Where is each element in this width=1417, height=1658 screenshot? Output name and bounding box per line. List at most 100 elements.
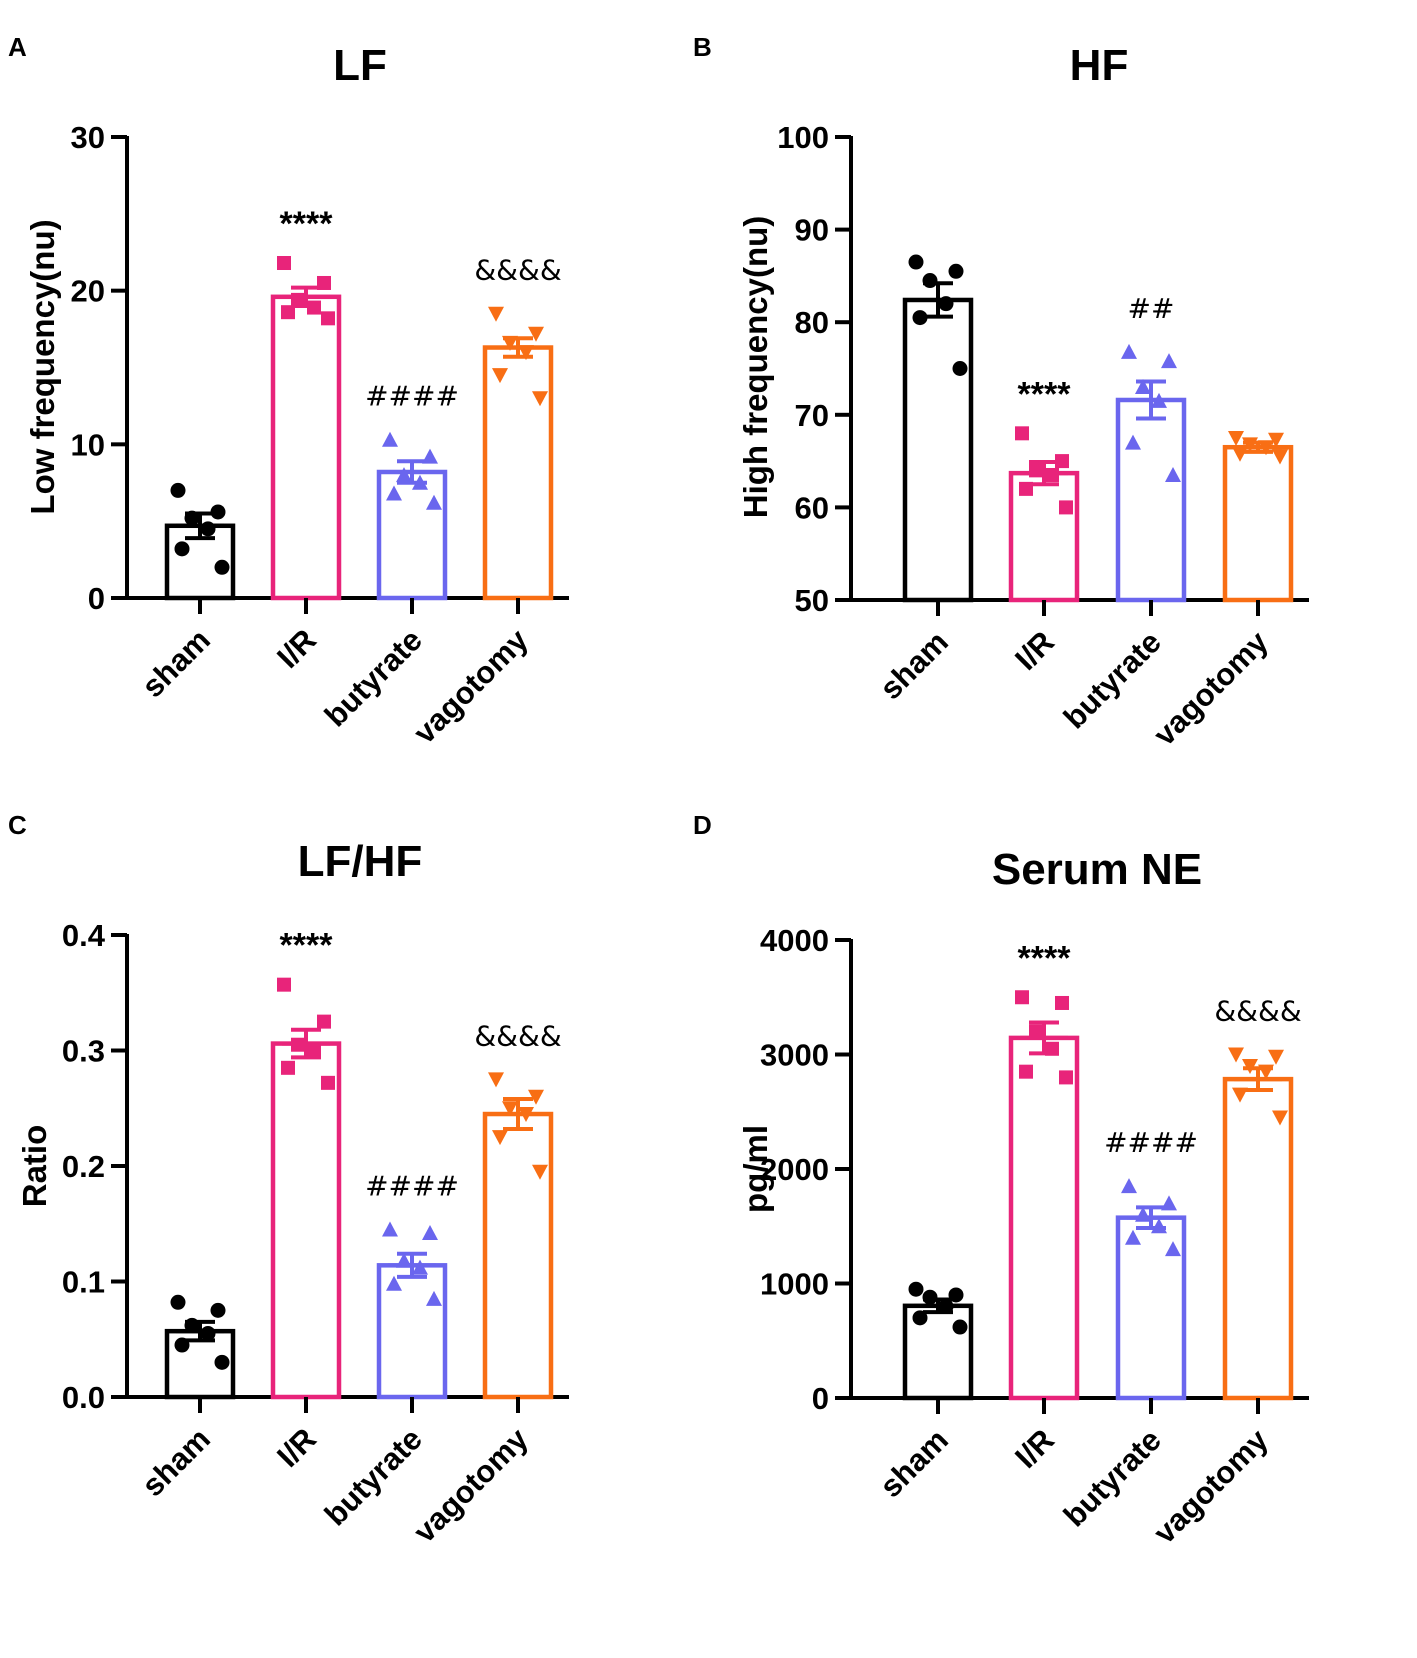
data-point <box>1019 481 1033 496</box>
data-point <box>184 510 200 526</box>
chart-title: LF/HF <box>298 837 423 886</box>
y-axis-label: High frequency(nu) <box>737 216 774 519</box>
data-point <box>1029 1024 1043 1039</box>
data-point <box>1232 1087 1248 1103</box>
data-point <box>1029 463 1043 478</box>
significance-label: #### <box>365 1170 459 1203</box>
bar-sham <box>902 297 974 603</box>
data-point <box>277 256 291 271</box>
y-tick-label: 0.1 <box>62 1265 105 1300</box>
data-point <box>200 1325 216 1341</box>
data-point <box>277 977 291 992</box>
bar-ir <box>1008 1035 1080 1401</box>
data-point <box>214 559 230 575</box>
data-point <box>502 1101 518 1117</box>
data-point <box>492 368 508 384</box>
y-tick-label: 30 <box>71 120 105 155</box>
significance-label: **** <box>1018 375 1072 413</box>
data-point <box>1045 1041 1059 1056</box>
data-point <box>1121 343 1137 359</box>
data-point <box>952 1319 968 1335</box>
y-tick-label: 0 <box>88 581 105 616</box>
data-point <box>1045 467 1059 482</box>
y-axis-label: Ratio <box>16 1125 53 1208</box>
data-point <box>200 521 216 537</box>
bar-butyrate <box>376 1263 448 1400</box>
data-point <box>1258 1064 1274 1080</box>
y-axis-label: pg/ml <box>737 1125 774 1213</box>
x-category-label: butyrate <box>318 1421 429 1532</box>
data-point <box>922 1289 938 1305</box>
significance-label: ## <box>1128 292 1175 325</box>
x-category-label: I/R <box>1008 1422 1061 1475</box>
data-point <box>382 1221 398 1237</box>
data-point <box>170 1294 186 1310</box>
x-category-label: I/R <box>270 622 323 675</box>
data-point <box>386 1275 402 1291</box>
y-tick-label: 100 <box>777 120 829 155</box>
data-point <box>1268 1049 1284 1065</box>
data-point <box>1151 392 1167 408</box>
x-category-label: butyrate <box>318 622 429 733</box>
data-point <box>528 326 544 342</box>
data-point <box>1015 426 1029 441</box>
data-point <box>1135 1206 1151 1222</box>
y-tick-label: 2000 <box>760 1152 829 1187</box>
data-point <box>184 1317 200 1333</box>
x-category-label: butyrate <box>1057 624 1168 735</box>
panel-letter: B <box>693 32 712 62</box>
y-tick-label: 80 <box>795 305 829 340</box>
x-category-label: vagotomy <box>1147 1422 1276 1551</box>
data-point <box>396 1252 412 1268</box>
data-point <box>908 254 924 270</box>
data-point <box>1242 437 1258 453</box>
data-point <box>1268 432 1284 448</box>
significance-label: #### <box>1104 1126 1198 1159</box>
bar-ir <box>270 1041 342 1400</box>
panel-letter: C <box>8 810 27 840</box>
panel-A: A LF 0 10 20 30 Low frequency(nu) sham I/R ****… <box>0 0 700 820</box>
y-tick-label: 3000 <box>760 1038 829 1073</box>
y-tick-label: 90 <box>795 213 829 248</box>
data-point <box>532 1164 548 1180</box>
data-point <box>1151 1218 1167 1234</box>
data-point <box>396 467 412 483</box>
panel-D: D Serum NE 0 1000 2000 3000 4000 pg/ml sham I/R… <box>693 810 1415 1640</box>
data-point <box>912 310 928 326</box>
chart-title: Serum NE <box>992 845 1202 894</box>
significance-label: **** <box>280 927 334 965</box>
data-point <box>1272 1110 1288 1126</box>
y-tick-label: 20 <box>71 274 105 309</box>
y-tick-label: 4000 <box>760 923 829 958</box>
y-tick-label: 0.0 <box>62 1380 105 1415</box>
data-point <box>1161 1195 1177 1211</box>
data-point <box>321 1075 335 1090</box>
chart-serum-ne: D Serum NE 0 1000 2000 3000 4000 pg/ml sham I/R… <box>693 810 1309 1551</box>
data-point <box>488 1072 504 1088</box>
significance-label: **** <box>1018 939 1072 977</box>
data-point <box>170 482 186 498</box>
panel-letter: D <box>693 810 712 840</box>
bar-vagotomy <box>1222 1076 1294 1401</box>
panel-C: C LF/HF 0.0 0.1 0.2 0.3 0.4 Ratio sham I/R **** b… <box>0 810 700 1640</box>
data-point <box>307 1043 321 1058</box>
x-category-label: sham <box>135 622 217 704</box>
bar-vagotomy <box>482 1111 554 1400</box>
y-tick-label: 70 <box>795 398 829 433</box>
significance-label: &&&& <box>474 1019 561 1052</box>
data-point <box>1121 1178 1137 1194</box>
data-point <box>952 361 968 376</box>
data-point <box>1228 430 1244 446</box>
y-tick-label: 0.3 <box>62 1034 105 1069</box>
data-point <box>307 300 321 315</box>
data-point <box>281 1060 295 1075</box>
x-category-label: vagotomy <box>407 622 536 751</box>
data-point <box>518 1107 534 1123</box>
data-point <box>382 431 398 447</box>
x-category-label: sham <box>135 1421 217 1503</box>
data-point <box>492 1130 508 1146</box>
x-category-label: I/R <box>1008 624 1061 677</box>
data-point <box>321 311 335 326</box>
y-tick-label: 0.2 <box>62 1149 105 1184</box>
data-point <box>1059 1070 1073 1085</box>
